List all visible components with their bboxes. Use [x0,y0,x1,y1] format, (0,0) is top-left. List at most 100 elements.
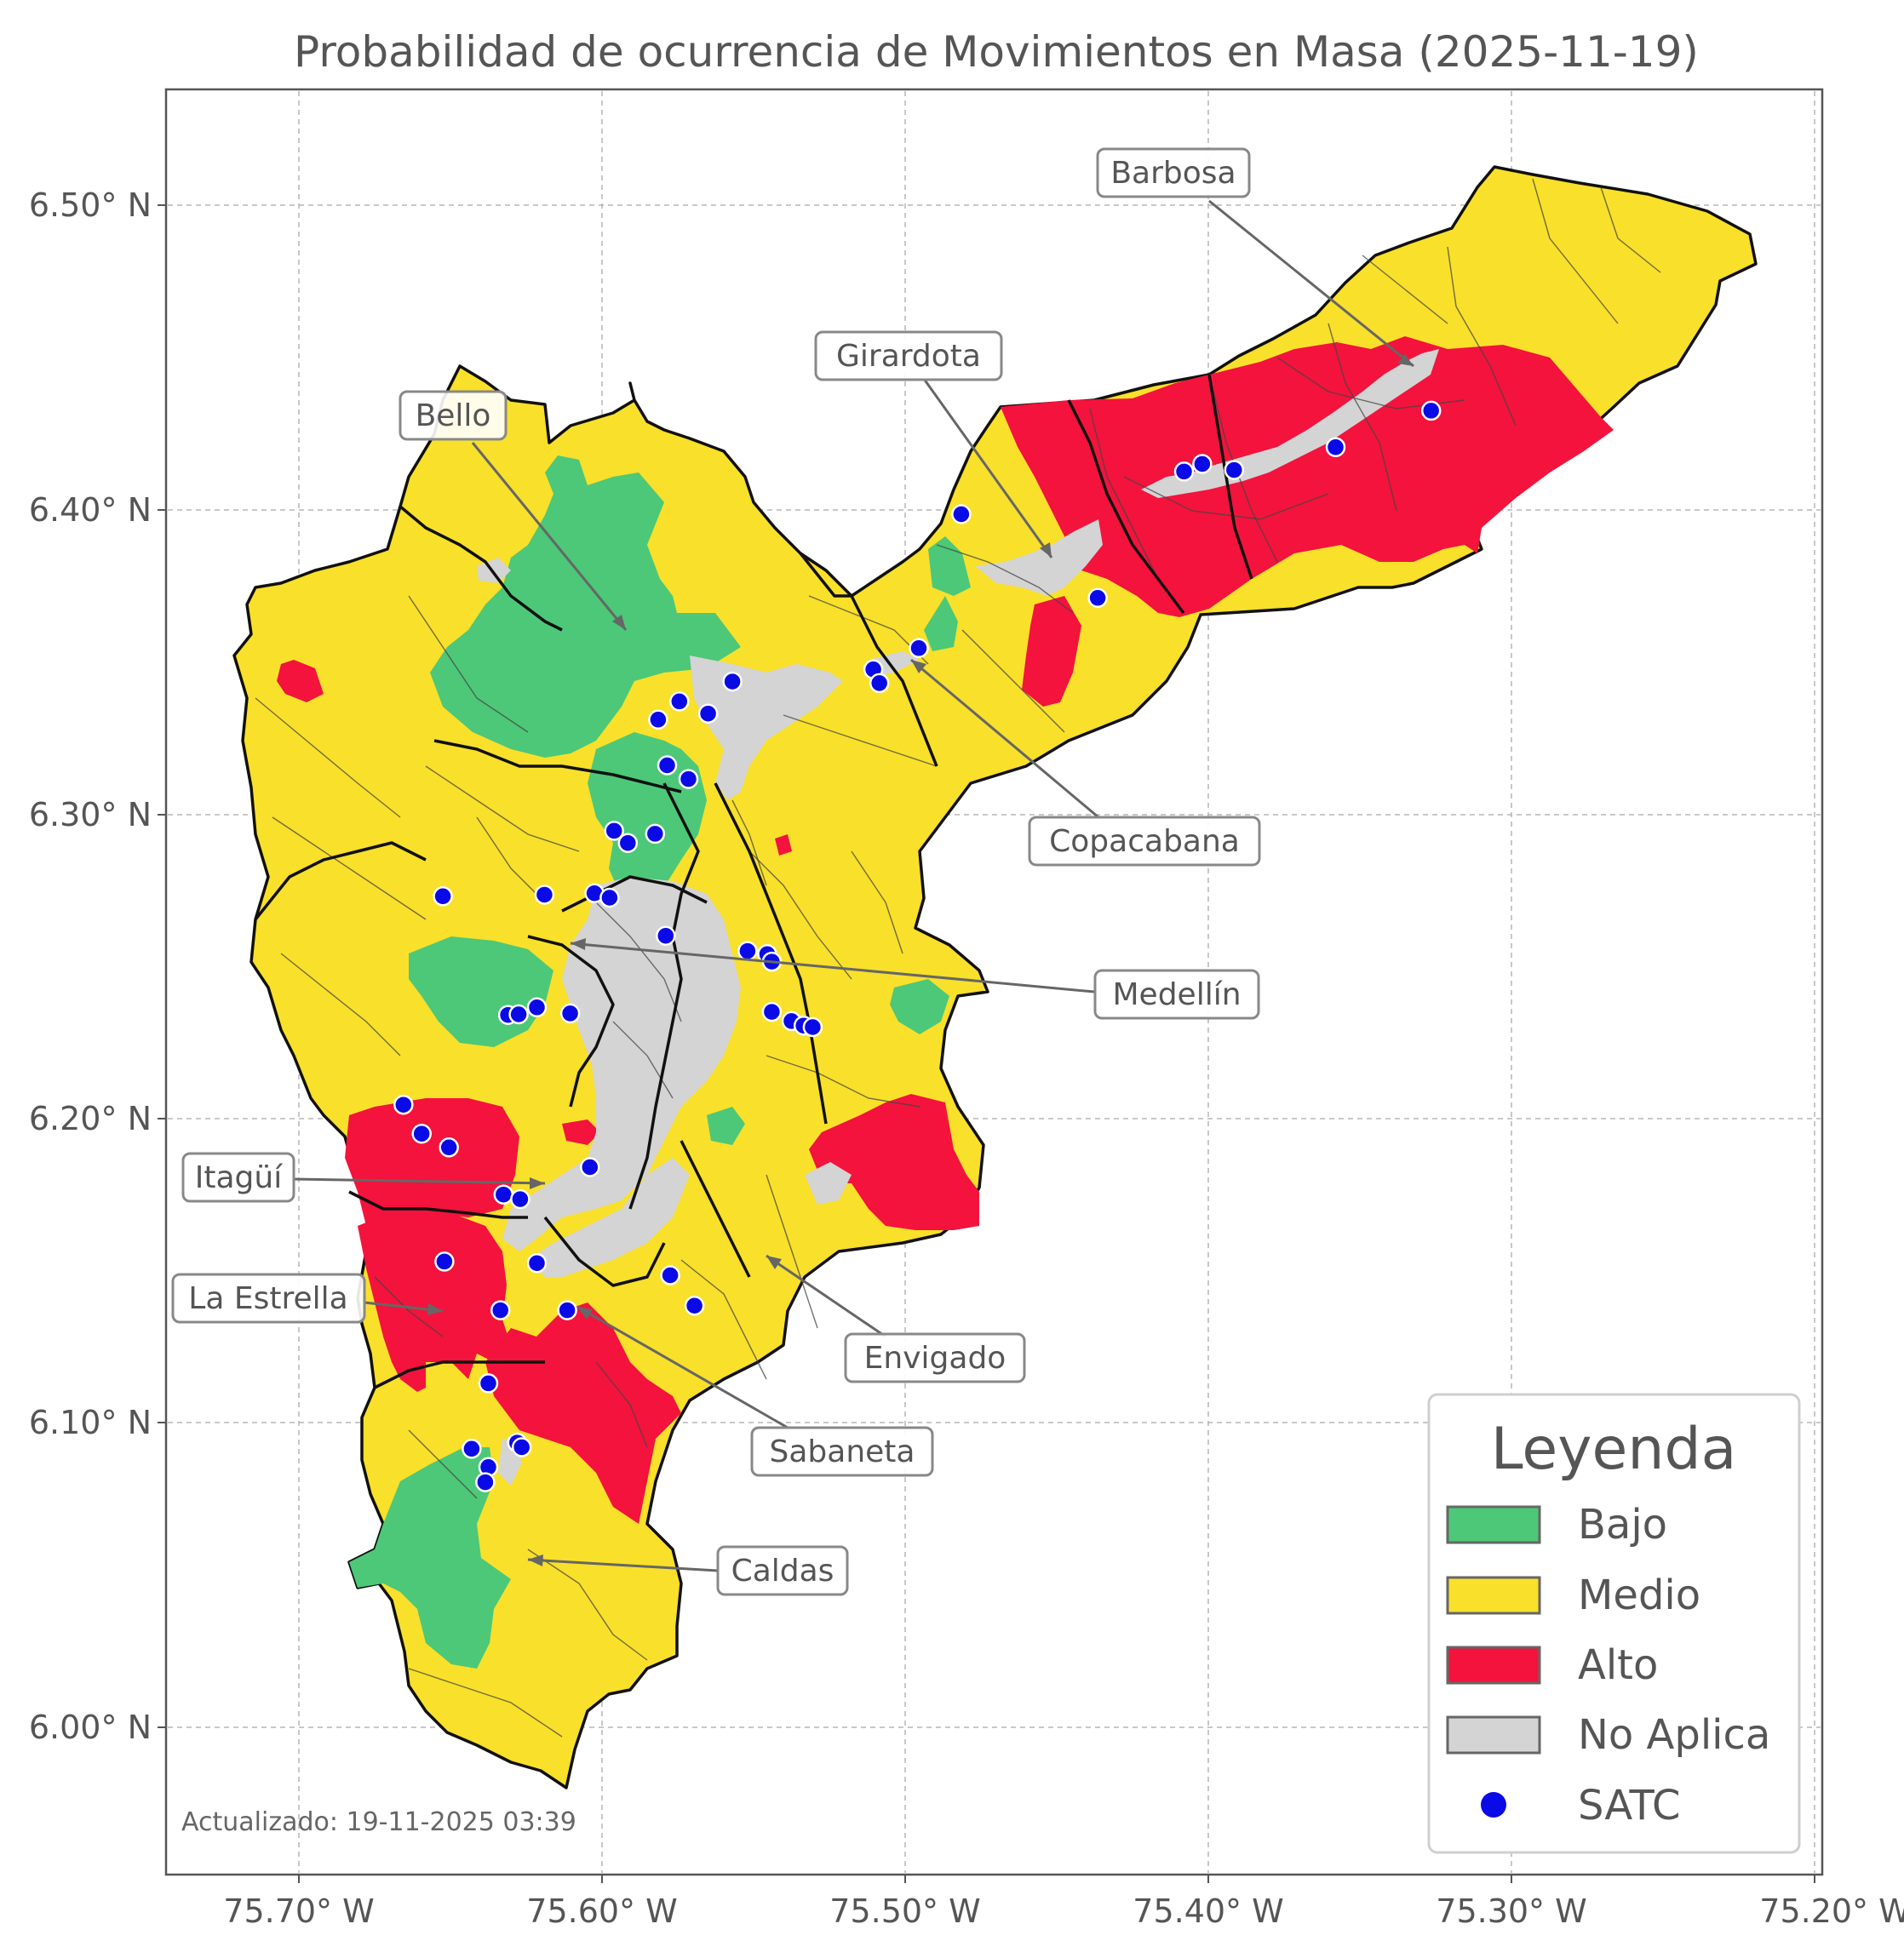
satc-station-marker [604,821,624,841]
satc-station-marker [1173,461,1195,482]
girardota-arrow [922,378,1053,558]
satc-station-marker [1087,587,1108,609]
bello-label-box [399,390,508,441]
satc-station-marker [434,1251,455,1272]
satc-station-marker [510,1188,530,1210]
satc-station-marker [648,709,668,730]
medellin-label-box [1093,969,1260,1020]
y-tick-label: 6.40° N [29,491,152,529]
la-estrella-label: La Estrella [188,1281,347,1316]
sabaneta-label: Sabaneta [770,1434,915,1469]
medellin-arrowhead [571,938,586,950]
legend-label-medio: Medio [1578,1572,1700,1619]
satc-station-marker [1224,460,1245,480]
satc-station-marker [511,1437,532,1457]
satc-station-marker [1420,400,1442,421]
sabaneta-label-box [750,1426,934,1477]
satc-station-markers [393,400,1442,1492]
la-estrella-arrowhead [427,1303,443,1315]
legend-label-no-aplica: No Aplica [1578,1711,1770,1759]
subdivision-lines [255,178,1661,1738]
municipal-boundaries [254,374,1253,1389]
barbosa-arrow [1208,199,1414,368]
satc-station-marker [462,1439,482,1459]
envigado-label-box [844,1332,1026,1383]
satc-station-marker [475,1472,496,1492]
copacabana-label-box [1028,816,1261,867]
satc-station-marker [869,673,890,694]
y-tick-label: 6.30° N [29,796,152,833]
region-alto-medellin-small-2 [562,1119,600,1145]
region-bajo-bello-north [430,455,741,758]
legend-swatch-medio [1446,1576,1541,1615]
municipality-annotations: Barbosa Girardota Bello Copacabana Medel… [171,147,1414,1596]
x-tick-label: 75.60° W [526,1892,677,1930]
region-no-aplica-medellin-core [502,877,741,1251]
satc-station-marker [656,925,676,946]
girardota-arrowhead [1040,542,1052,558]
girardota-label: Girardota [836,339,981,374]
region-bajo-sabaneta-small [707,1107,745,1145]
legend-swatch-no-aplica [1446,1715,1541,1755]
satc-station-marker [526,997,548,1018]
itagui-label-box [181,1152,295,1203]
bello-label: Bello [416,398,491,433]
satc-station-marker [559,1003,581,1024]
x-tick-label: 75.50° W [829,1892,980,1930]
satc-station-marker [599,887,620,908]
y-axis-ticks: 6.50° N 6.40° N 6.30° N 6.20° N 6.10° N … [29,186,166,1746]
satc-station-marker [802,1016,823,1038]
barbosa-arrowhead [1397,354,1414,366]
copacabana-arrowhead [911,660,926,673]
legend-item-alto: Alto [1446,1641,1658,1689]
la-estrella-label-box [171,1273,366,1324]
legend: Leyenda Bajo Medio Alto No Aplica SATC [1427,1393,1801,1854]
bello-arrowhead [612,615,626,630]
legend-swatch-alto [1446,1646,1541,1685]
x-axis-ticks: 75.70° W 75.60° W 75.50° W 75.40° W 75.3… [223,1875,1904,1930]
legend-item-no-aplica: No Aplica [1446,1711,1770,1759]
region-no-aplica-girardota [975,519,1103,596]
region-bajo-girardota [928,536,971,596]
caldas-label: Caldas [731,1554,834,1589]
legend-item-medio: Medio [1446,1572,1700,1619]
region-bajo-copacabana [924,596,958,651]
sabaneta-arrowhead [577,1307,593,1320]
region-alto-northwest [277,660,324,702]
region-no-aplica-east [805,1162,852,1205]
caldas-arrow [527,1558,719,1572]
satc-station-marker [411,1123,432,1144]
x-tick-label: 75.70° W [223,1892,374,1930]
satc-station-marker [657,755,678,776]
legend-item-bajo: Bajo [1446,1501,1667,1549]
region-alto-itagui [345,1098,519,1234]
region-no-aplica-bello [690,656,843,800]
map-title: Probabilidad de ocurrencia de Movimiento… [294,27,1699,77]
medellin-arrow [570,942,1095,993]
updated-timestamp: Actualizado: 19-11-2025 03:39 [181,1807,576,1837]
envigado-label: Envigado [864,1341,1006,1376]
y-tick-label: 6.20° N [29,1100,152,1137]
itagui-arrowhead [530,1177,545,1189]
satc-station-marker [669,691,690,712]
x-tick-label: 75.20° W [1759,1892,1904,1930]
legend-label-bajo: Bajo [1578,1501,1667,1549]
satc-station-marker [697,703,719,724]
satc-station-marker [645,823,666,845]
region-bajo-envigado [890,979,949,1034]
satc-station-marker [478,1373,499,1394]
medellin-label: Medellín [1112,977,1241,1012]
satc-station-marker [393,1094,414,1115]
sabaneta-arrow [576,1305,789,1429]
satc-station-marker [722,671,743,692]
legend-label-alto: Alto [1578,1641,1658,1689]
satc-station-marker [580,1157,600,1177]
region-polygons [232,165,1758,1789]
satc-station-marker [737,941,758,961]
envigado-arrowhead [766,1256,782,1269]
bello-arrow [471,442,628,631]
region-alto-girardota-barbosa [1001,336,1614,617]
legend-marker-satc [1481,1792,1506,1818]
y-tick-label: 6.00° N [29,1709,152,1746]
region-bajo-bello-south [588,732,707,919]
